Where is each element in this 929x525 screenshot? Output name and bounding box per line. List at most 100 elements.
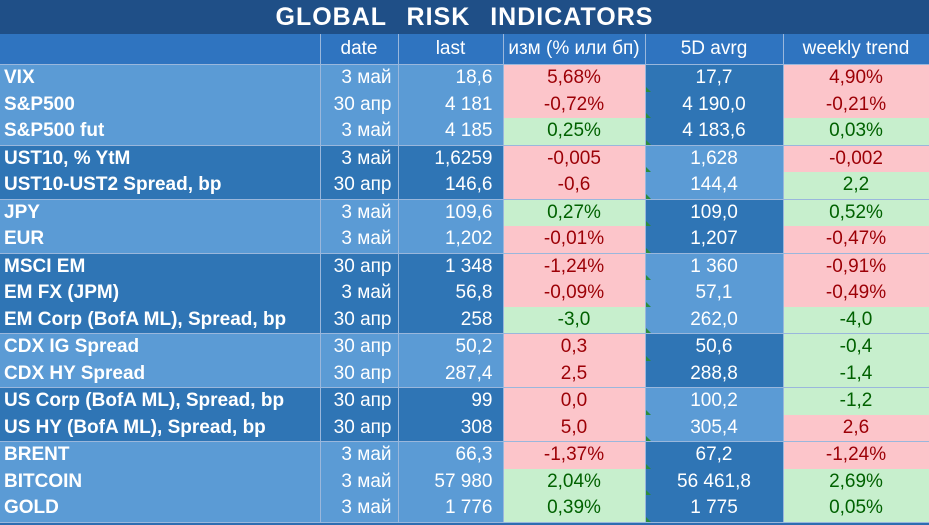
table-row: UST10, % YtM 3 май 1,6259 -0,005 1,628 -0,002 — [0, 145, 929, 172]
indicator-name-cell: VIX — [0, 64, 321, 92]
table-row: EUR 3 май 1,202 -0,01% 1,207 -0,47% — [0, 226, 929, 254]
date-cell: 30 апр — [320, 414, 399, 442]
change-cell: -0,09% — [503, 280, 646, 307]
indicator-name-cell: GOLD — [0, 495, 321, 523]
last-value-cell: 57 980 — [398, 468, 504, 495]
last-value-cell: 4 185 — [398, 118, 504, 146]
col-header-weekly-trend: weekly trend — [783, 34, 929, 65]
weekly-trend-cell: -1,24% — [783, 441, 929, 469]
table-row: CDX IG Spread 30 апр 50,2 0,3 50,6 -0,4 — [0, 333, 929, 361]
header-row: date last изм (% или бп) 5D avrg weekly … — [0, 34, 929, 65]
table-row: US HY (BofA ML), Spread, bp 30 апр 308 5,0 3… — [0, 414, 929, 442]
change-cell: -0,6 — [503, 172, 646, 200]
indicator-name-cell: CDX HY Spread — [0, 360, 321, 388]
last-value-cell: 1 348 — [398, 253, 504, 280]
weekly-trend-cell: 2,69% — [783, 468, 929, 495]
weekly-trend-cell: 4,90% — [783, 64, 929, 92]
change-cell: -0,01% — [503, 226, 646, 254]
indicator-name-cell: EM Corp (BofA ML), Spread, bp — [0, 306, 321, 334]
five-day-avg-cell: 144,4 — [645, 172, 784, 200]
change-cell: 5,0 — [503, 414, 646, 442]
five-day-avg-cell: 100,2 — [645, 387, 784, 415]
five-day-avg-cell: 1 360 — [645, 253, 784, 280]
change-cell: 5,68% — [503, 64, 646, 92]
five-day-avg-cell: 4 190,0 — [645, 91, 784, 118]
weekly-trend-cell: -0,002 — [783, 145, 929, 172]
last-value-cell: 1,6259 — [398, 145, 504, 172]
date-cell: 3 май — [320, 441, 399, 469]
change-cell: -0,005 — [503, 145, 646, 172]
change-cell: -0,72% — [503, 91, 646, 118]
sheet-title: GLOBAL RISK INDICATORS — [0, 0, 929, 34]
last-value-cell: 109,6 — [398, 199, 504, 226]
table-row: S&P500 fut 3 май 4 185 0,25% 4 183,6 0,03% — [0, 118, 929, 146]
five-day-avg-cell: 288,8 — [645, 360, 784, 388]
five-day-avg-cell: 57,1 — [645, 280, 784, 307]
change-cell: -3,0 — [503, 306, 646, 334]
indicator-name-cell: MSCI EM — [0, 253, 321, 280]
change-cell: -1,24% — [503, 253, 646, 280]
weekly-trend-cell: 2,6 — [783, 414, 929, 442]
five-day-avg-cell: 67,2 — [645, 441, 784, 469]
last-value-cell: 4 181 — [398, 91, 504, 118]
date-cell: 30 апр — [320, 387, 399, 415]
weekly-trend-cell: -0,91% — [783, 253, 929, 280]
five-day-avg-cell: 56 461,8 — [645, 468, 784, 495]
last-value-cell: 66,3 — [398, 441, 504, 469]
weekly-trend-cell: -4,0 — [783, 306, 929, 334]
change-cell: 2,5 — [503, 360, 646, 388]
five-day-avg-cell: 4 183,6 — [645, 118, 784, 146]
weekly-trend-cell: -0,47% — [783, 226, 929, 254]
five-day-avg-cell: 1,207 — [645, 226, 784, 254]
weekly-trend-cell: -1,4 — [783, 360, 929, 388]
table-row: BRENT 3 май 66,3 -1,37% 67,2 -1,24% — [0, 441, 929, 469]
col-header-last: last — [398, 34, 504, 65]
five-day-avg-cell: 109,0 — [645, 199, 784, 226]
change-cell: -1,37% — [503, 441, 646, 469]
table-row: UST10-UST2 Spread, bp 30 апр 146,6 -0,6 144,… — [0, 172, 929, 200]
indicator-name-cell: US HY (BofA ML), Spread, bp — [0, 414, 321, 442]
date-cell: 3 май — [320, 226, 399, 254]
five-day-avg-cell: 305,4 — [645, 414, 784, 442]
date-cell: 30 апр — [320, 253, 399, 280]
indicator-name-cell: BRENT — [0, 441, 321, 469]
date-cell: 30 апр — [320, 91, 399, 118]
table-row: MSCI EM 30 апр 1 348 -1,24% 1 360 -0,91% — [0, 253, 929, 280]
weekly-trend-cell: -0,21% — [783, 91, 929, 118]
indicators-body: VIX 3 май 18,6 5,68% 17,7 4,90% S&P500 30 апр 4 … — [0, 64, 929, 523]
indicator-name-cell: S&P500 fut — [0, 118, 321, 146]
table-row: S&P500 30 апр 4 181 -0,72% 4 190,0 -0,21% — [0, 91, 929, 118]
last-value-cell: 146,6 — [398, 172, 504, 200]
last-value-cell: 1 776 — [398, 495, 504, 523]
table-row: EM FX (JPM) 3 май 56,8 -0,09% 57,1 -0,49% — [0, 280, 929, 307]
table-row: BITCOIN 3 май 57 980 2,04% 56 461,8 2,69% — [0, 468, 929, 495]
weekly-trend-cell: -1,2 — [783, 387, 929, 415]
last-value-cell: 99 — [398, 387, 504, 415]
date-cell: 30 апр — [320, 172, 399, 200]
change-cell: 0,39% — [503, 495, 646, 523]
change-cell: 0,3 — [503, 333, 646, 361]
last-value-cell: 50,2 — [398, 333, 504, 361]
indicator-name-cell: EM FX (JPM) — [0, 280, 321, 307]
last-value-cell: 18,6 — [398, 64, 504, 92]
weekly-trend-cell: 0,52% — [783, 199, 929, 226]
table-row: EM Corp (BofA ML), Spread, bp 30 апр 258 -3… — [0, 306, 929, 334]
last-value-cell: 308 — [398, 414, 504, 442]
date-cell: 30 апр — [320, 333, 399, 361]
last-value-cell: 1,202 — [398, 226, 504, 254]
change-cell: 0,25% — [503, 118, 646, 146]
table-row: US Corp (BofA ML), Spread, bp 30 апр 99 0,0… — [0, 387, 929, 415]
last-value-cell: 258 — [398, 306, 504, 334]
five-day-avg-cell: 1,628 — [645, 145, 784, 172]
date-cell: 3 май — [320, 280, 399, 307]
table-row: JPY 3 май 109,6 0,27% 109,0 0,52% — [0, 199, 929, 226]
five-day-avg-cell: 17,7 — [645, 64, 784, 92]
weekly-trend-cell: 0,03% — [783, 118, 929, 146]
five-day-avg-cell: 262,0 — [645, 306, 784, 334]
table-row: VIX 3 май 18,6 5,68% 17,7 4,90% — [0, 64, 929, 92]
date-cell: 3 май — [320, 199, 399, 226]
date-cell: 3 май — [320, 495, 399, 523]
indicator-name-cell: UST10, % YtM — [0, 145, 321, 172]
date-cell: 3 май — [320, 468, 399, 495]
